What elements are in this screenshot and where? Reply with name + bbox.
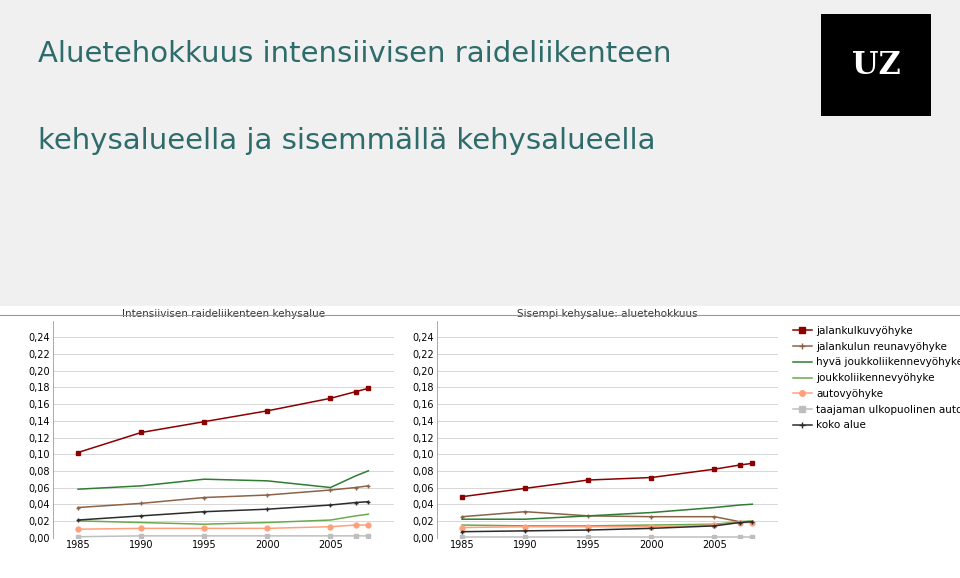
- Title: Intensiivisen raideliikenteen kehysalue: Intensiivisen raideliikenteen kehysalue: [122, 309, 324, 318]
- Text: UZ: UZ: [852, 50, 900, 80]
- Legend: jalankulkuvyöhyke, jalankulun reunavyöhyke, hyvä joukkoliikennevyöhyke, joukkoli: jalankulkuvyöhyke, jalankulun reunavyöhy…: [793, 326, 960, 431]
- Text: kehysalueella ja sisemmällä kehysalueella: kehysalueella ja sisemmällä kehysalueell…: [38, 127, 656, 155]
- Title: Sisempi kehysalue: aluetehokkuus: Sisempi kehysalue: aluetehokkuus: [516, 309, 698, 318]
- Text: Aluetehokkuus intensiivisen raideliikenteen: Aluetehokkuus intensiivisen raideliikent…: [38, 40, 672, 68]
